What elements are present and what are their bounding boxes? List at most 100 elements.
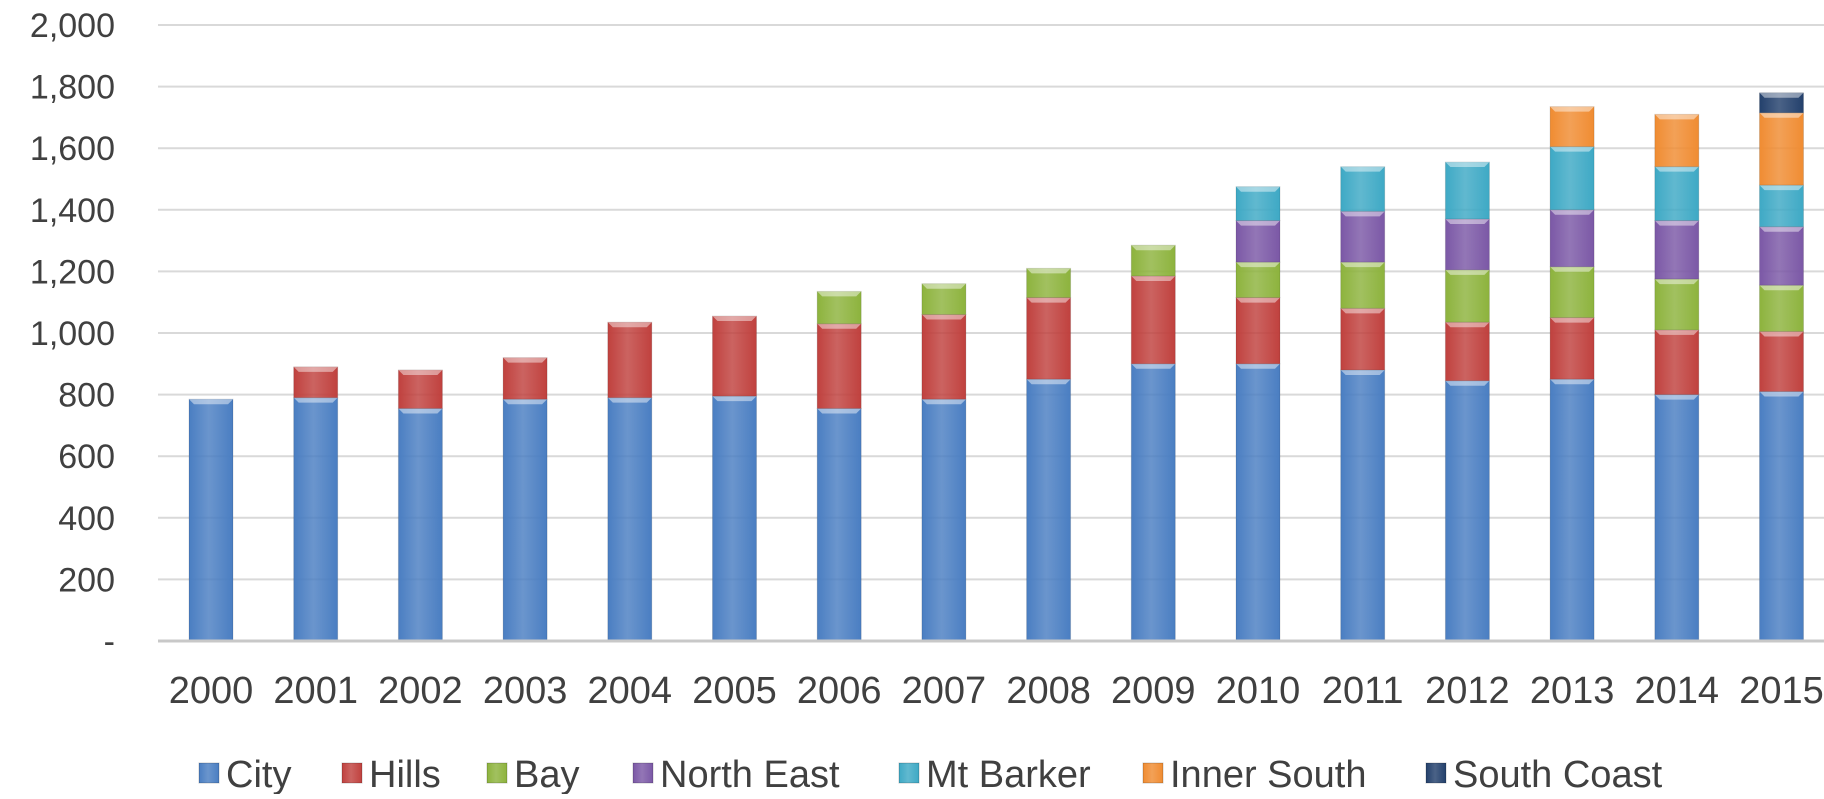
- bar-segment-hills: [1130, 275, 1176, 365]
- bar-segment-bevel: [921, 399, 966, 405]
- bar-segment-bevel: [1026, 268, 1071, 274]
- x-tick-label: 2015: [1739, 670, 1824, 712]
- bar-segment-bevel: [293, 397, 338, 403]
- bar-segment-bevel: [1550, 317, 1595, 323]
- bar-segment-bay: [921, 283, 967, 316]
- bar-segment-bay: [1026, 267, 1072, 299]
- y-tick-label: 200: [58, 561, 115, 599]
- y-tick-label: 400: [58, 500, 115, 538]
- bar-segment-hills: [1235, 297, 1281, 365]
- bar-segment-bevel: [921, 283, 966, 289]
- bar-stack-2005: [712, 315, 757, 642]
- bar-segment-bevel: [398, 369, 443, 375]
- bar-segment-bevel: [1340, 308, 1385, 314]
- bar-segment-bevel: [1445, 380, 1490, 386]
- bar-segment-hills: [816, 323, 862, 409]
- bar-segment-hills: [1026, 297, 1072, 380]
- legend-swatch: [632, 762, 654, 784]
- bar-segment-bevel: [1131, 363, 1176, 369]
- bar-segment-city: [1130, 363, 1176, 642]
- bar-segment-hills: [1549, 317, 1595, 380]
- bar-segment-hills: [1444, 321, 1490, 382]
- legend-item-inner-south: Inner South: [1142, 754, 1366, 796]
- bar-segment-bevel: [712, 316, 757, 322]
- y-tick-label: 2,000: [30, 7, 115, 45]
- bar-segment-city: [1654, 394, 1700, 642]
- bar-segment-bevel: [1759, 112, 1804, 118]
- legend: City Hills Bay North East Mt Barker Inner Sou…: [198, 754, 1663, 796]
- bar-segment-city: [1444, 380, 1490, 642]
- bar-segment-bevel: [1759, 391, 1804, 397]
- bar-segment-city: [502, 398, 548, 642]
- bar-segment-bevel: [1340, 369, 1385, 375]
- bar-segment-bay: [816, 290, 862, 325]
- bar-segment-hills: [1759, 330, 1804, 393]
- x-tick-label: 2003: [483, 670, 568, 712]
- bar-stack-2009: [1130, 244, 1176, 642]
- bar-stack-2011: [1340, 166, 1386, 642]
- x-axis-tick-labels: 2000 2001 2002 2003 2004 2005 2006 2007 2008 2009…: [169, 670, 1824, 712]
- bar-stack-2007: [921, 283, 967, 642]
- bar-segment-inner-south: [1549, 106, 1595, 148]
- bar-segment-mt-barker: [1759, 184, 1804, 228]
- bar-segment-city: [293, 397, 339, 642]
- legend-swatch: [198, 762, 220, 784]
- bar-segment-north-east: [1444, 218, 1490, 271]
- bar-segment-hills: [921, 314, 967, 400]
- legend-label: North East: [660, 754, 840, 794]
- bar-stack-2008: [1026, 267, 1072, 642]
- bar-segment-mt-barker: [1654, 166, 1700, 222]
- bar-stack-2001: [293, 366, 339, 642]
- legend-item-hills: Hills: [341, 754, 441, 796]
- bar-stack-2000: [188, 398, 234, 642]
- bar-segment-bevel: [1026, 379, 1071, 385]
- legend-label: Mt Barker: [926, 754, 1091, 794]
- legend-item-city: City: [198, 754, 291, 796]
- bar-segment-city: [712, 395, 757, 642]
- y-tick-label: 1,800: [30, 69, 115, 107]
- x-tick-label: 2001: [273, 670, 358, 712]
- x-tick-label: 2012: [1425, 670, 1510, 712]
- y-tick-label: -: [104, 623, 115, 661]
- legend-label: Bay: [514, 754, 579, 794]
- x-tick-label: 2005: [692, 670, 777, 712]
- y-tick-label: 1,000: [30, 315, 115, 353]
- bar-segment-mt-barker: [1444, 161, 1490, 220]
- x-tick-label: 2007: [902, 670, 987, 712]
- bar-segment-hills: [293, 366, 339, 399]
- bar-segment-bevel: [1026, 297, 1071, 303]
- bar-stack-2010: [1235, 186, 1281, 642]
- bar-segment-bay: [1235, 261, 1281, 299]
- x-tick-label: 2000: [169, 670, 254, 712]
- x-tick-label: 2011: [1322, 670, 1404, 712]
- bar-stack-2006: [816, 290, 862, 642]
- bar-segment-mt-barker: [1340, 166, 1386, 212]
- bar-stack-2015: [1759, 92, 1804, 642]
- bar-segment-north-east: [1654, 220, 1700, 280]
- bar-segment-city: [816, 407, 862, 642]
- bars: [188, 92, 1804, 642]
- bar-segment-bevel: [1445, 322, 1490, 328]
- bar-segment-bevel: [1340, 262, 1385, 268]
- bar-segment-city: [397, 407, 443, 642]
- bar-segment-bevel: [1759, 285, 1804, 291]
- bar-segment-bevel: [503, 399, 548, 405]
- bar-segment-bevel: [1340, 166, 1385, 172]
- bar-segment-bevel: [1759, 226, 1804, 232]
- bar-segment-bevel: [1759, 92, 1804, 98]
- bar-segment-bevel: [1340, 211, 1385, 217]
- bar-segment-bevel: [607, 397, 652, 403]
- bar-segment-bevel: [1131, 276, 1176, 282]
- legend-item-south-coast: South Coast: [1425, 754, 1663, 796]
- legend-swatch: [486, 762, 508, 784]
- legend-label: Hills: [369, 754, 441, 794]
- bar-segment-bevel: [1654, 279, 1699, 285]
- bar-segment-bevel: [817, 408, 862, 414]
- bar-segment-bevel: [1550, 379, 1595, 385]
- y-tick-label: 1,600: [30, 130, 115, 168]
- bar-segment-bevel: [1236, 363, 1280, 369]
- bar-segment-hills: [397, 369, 443, 409]
- bar-segment-bevel: [1236, 220, 1280, 226]
- bar-segment-bay: [1654, 278, 1700, 331]
